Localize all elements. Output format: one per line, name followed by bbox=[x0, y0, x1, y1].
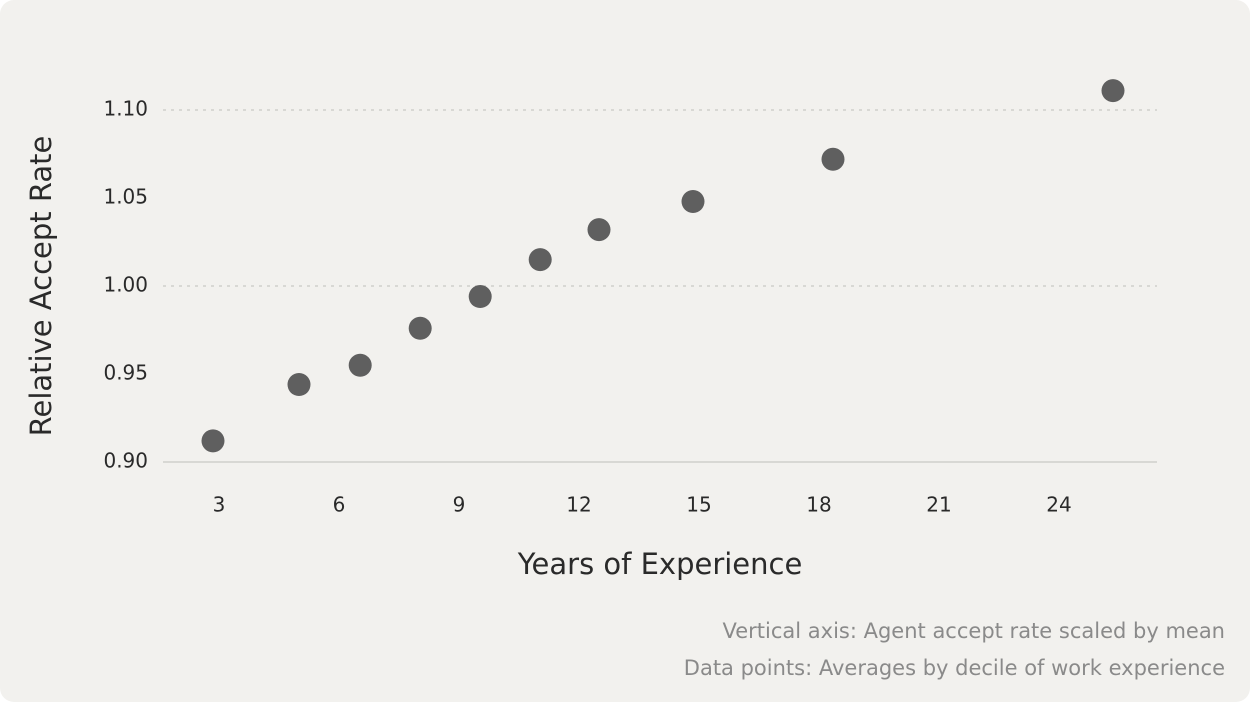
x-tick-label: 9 bbox=[453, 493, 466, 517]
data-point bbox=[587, 218, 611, 242]
data-point bbox=[468, 285, 492, 309]
y-tick-label: 1.10 bbox=[103, 97, 148, 121]
data-point bbox=[348, 353, 372, 377]
data-point bbox=[821, 147, 845, 171]
data-point bbox=[681, 190, 705, 214]
data-point bbox=[287, 373, 311, 397]
y-tick-label: 1.00 bbox=[103, 273, 148, 297]
x-tick-label: 12 bbox=[566, 493, 591, 517]
note: Data points: Averages by decile of work … bbox=[684, 656, 1225, 680]
x-tick-label: 18 bbox=[806, 493, 831, 517]
x-tick-label: 3 bbox=[213, 493, 226, 517]
data-point bbox=[528, 248, 552, 272]
data-point bbox=[408, 316, 432, 340]
y-tick-label: 1.05 bbox=[103, 185, 148, 209]
x-tick-label: 6 bbox=[333, 493, 346, 517]
x-tick-label: 24 bbox=[1046, 493, 1071, 517]
data-point bbox=[201, 429, 225, 453]
y-axis-title: Relative Accept Rate bbox=[24, 136, 58, 437]
x-tick-label: 21 bbox=[926, 493, 951, 517]
data-point bbox=[1101, 79, 1125, 103]
x-tick-label: 15 bbox=[686, 493, 711, 517]
x-axis-title: Years of Experience bbox=[517, 547, 803, 581]
y-tick-label: 0.95 bbox=[103, 361, 148, 385]
y-tick-label: 0.90 bbox=[103, 449, 148, 473]
note: Vertical axis: Agent accept rate scaled … bbox=[723, 619, 1226, 643]
